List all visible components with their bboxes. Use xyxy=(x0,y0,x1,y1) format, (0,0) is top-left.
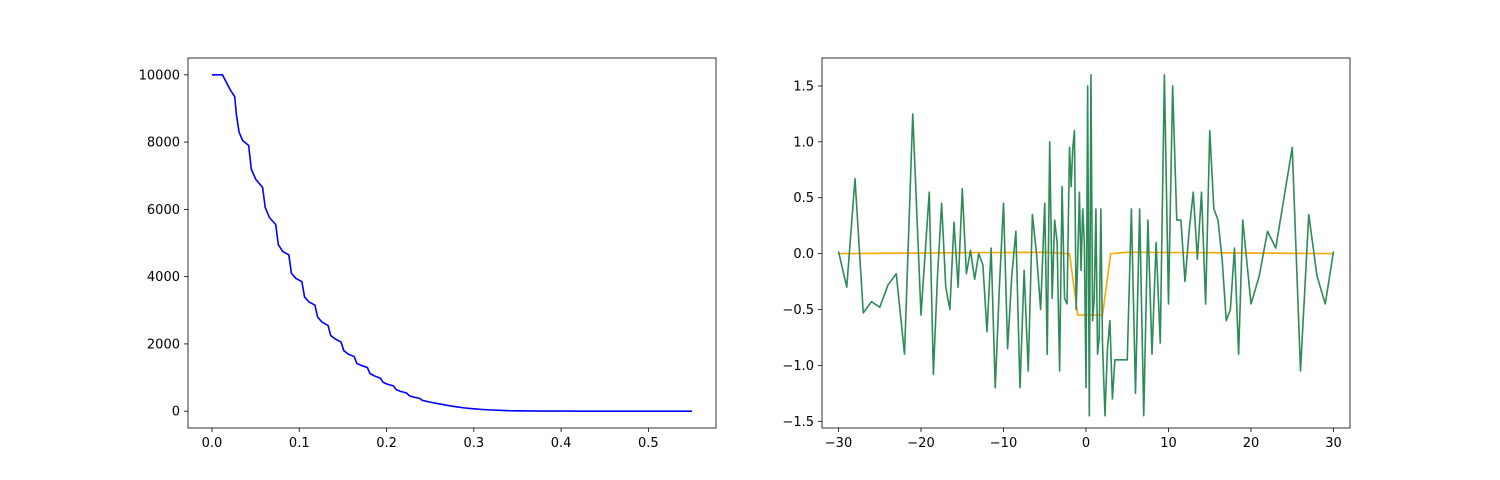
right-chart: −30 −20 −10 0 10 20 30 −1.5 −1.0 −0.5 0.0 0.5 1.0 1.5 xyxy=(782,57,1351,451)
y-tick-label: 6000 xyxy=(147,203,180,218)
y-tick-label: −1.0 xyxy=(782,359,814,374)
x-tick-label: 0 xyxy=(1082,436,1090,451)
y-tick-label: −1.5 xyxy=(782,415,814,430)
x-tick-label: −20 xyxy=(907,436,934,451)
y-tick-label: 4000 xyxy=(147,270,180,285)
x-tick-label: 0.5 xyxy=(638,436,659,451)
x-tick-label: 10 xyxy=(1160,436,1177,451)
y-tick-label: 2000 xyxy=(147,337,180,352)
left-chart: 0.0 0.1 0.2 0.3 0.4 0.5 0 2000 4000 6000 8000 10000 xyxy=(139,57,717,451)
y-tick-label: 1.5 xyxy=(793,79,814,94)
axes-frame xyxy=(821,57,1351,429)
x-tick-label: 0.2 xyxy=(376,436,397,451)
axes-frame xyxy=(187,57,717,429)
y-tick-label: 10000 xyxy=(139,68,180,83)
y-tick-label: −0.5 xyxy=(782,303,814,318)
y-tick-label: 0 xyxy=(172,405,180,420)
x-tick-label: −10 xyxy=(990,436,1017,451)
series-line-0 xyxy=(212,74,692,412)
x-tick-label: 0.1 xyxy=(289,436,310,451)
y-tick-label: 0.5 xyxy=(793,191,814,206)
series-line-1 xyxy=(837,73,1335,417)
x-tick-label: 0.4 xyxy=(551,436,572,451)
x-tick-label: −30 xyxy=(825,436,852,451)
y-tick-label: 8000 xyxy=(147,136,180,151)
x-tick-label: 30 xyxy=(1325,436,1342,451)
x-tick-label: 20 xyxy=(1243,436,1260,451)
x-tick-label: 0.0 xyxy=(202,436,223,451)
y-tick-label: 1.0 xyxy=(793,135,814,150)
y-tick-label: 0.0 xyxy=(793,247,814,262)
x-tick-label: 0.3 xyxy=(463,436,484,451)
